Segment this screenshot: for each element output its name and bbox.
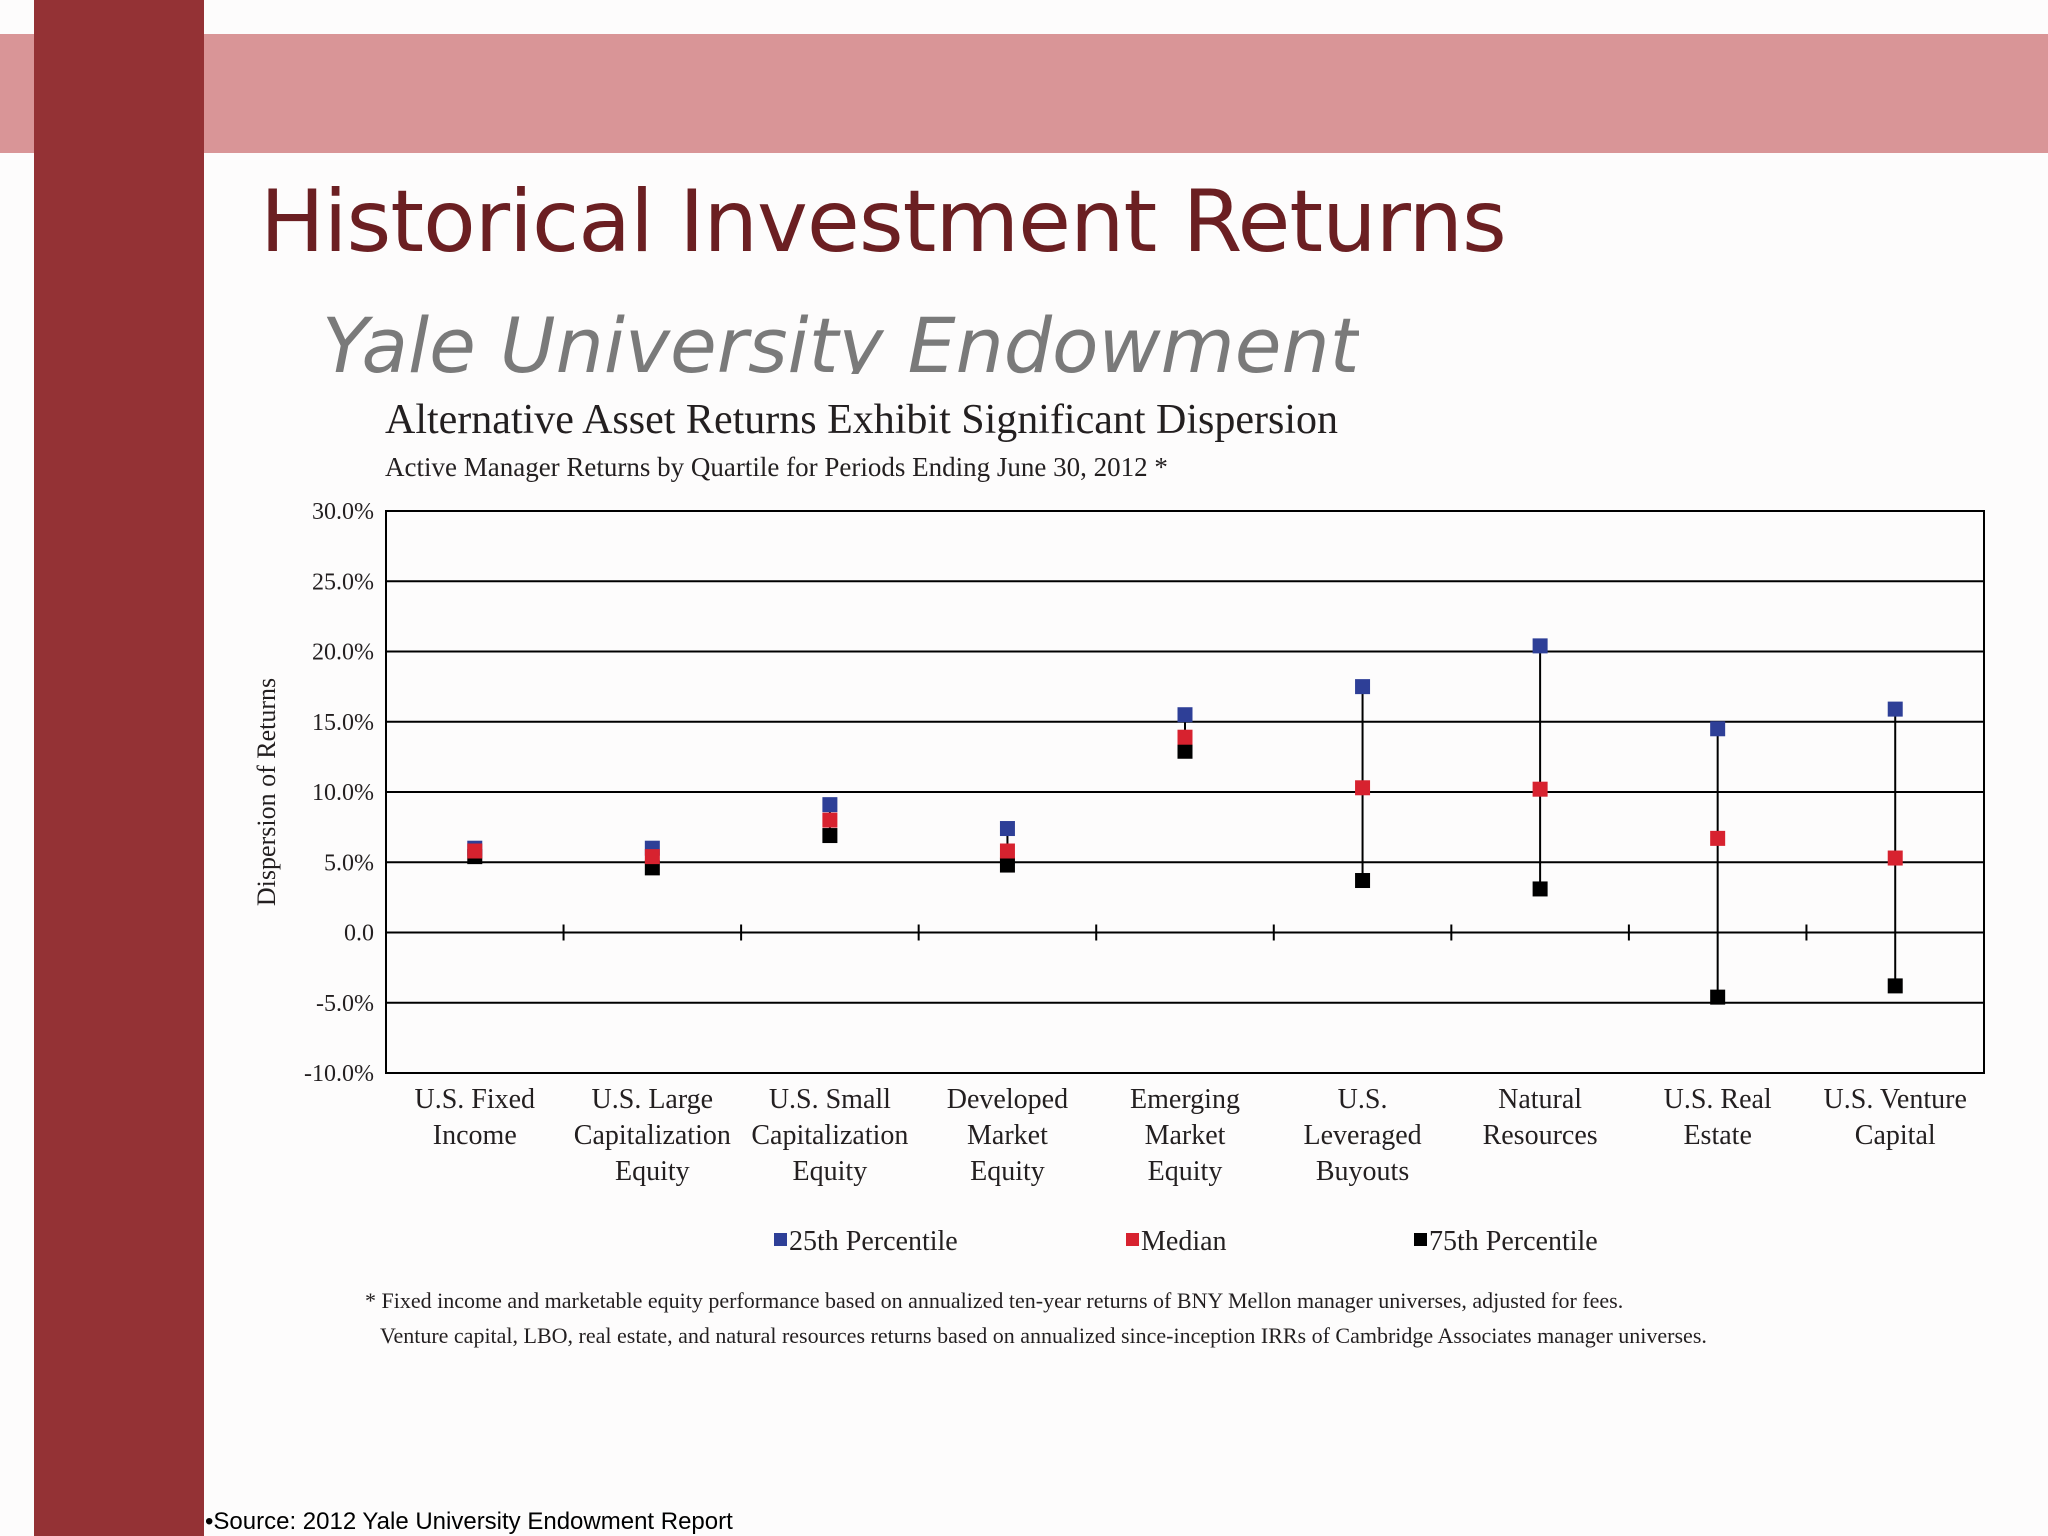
median-marker bbox=[1710, 830, 1726, 846]
75th-percentile-marker bbox=[1710, 989, 1726, 1005]
median-marker bbox=[1887, 850, 1903, 866]
slide-subtitle: Yale University Endowment bbox=[322, 301, 1360, 374]
y-tick-label: 25.0% bbox=[312, 569, 374, 595]
chart-title: Alternative Asset Returns Exhibit Signif… bbox=[385, 397, 1339, 443]
legend-label: Median bbox=[1141, 1226, 1227, 1257]
footnote-line-1: * Fixed income and marketable equity per… bbox=[365, 1288, 1624, 1313]
y-tick-label: -10.0% bbox=[304, 1061, 374, 1087]
median-marker bbox=[999, 843, 1015, 859]
category-label: U.S. Small bbox=[769, 1084, 891, 1115]
25th-percentile-marker bbox=[1887, 701, 1903, 717]
category-label: Capitalization bbox=[751, 1120, 908, 1151]
25th-percentile-marker bbox=[822, 797, 838, 813]
category-label: Income bbox=[433, 1120, 517, 1151]
y-axis-label: Dispersion of Returns bbox=[252, 678, 281, 906]
legend-swatch bbox=[1126, 1233, 1139, 1246]
category-label: Buyouts bbox=[1316, 1156, 1409, 1187]
y-tick-label: 20.0% bbox=[312, 640, 374, 666]
y-tick-label: 5.0% bbox=[324, 850, 374, 876]
y-tick-label: 30.0% bbox=[312, 499, 374, 525]
median-marker bbox=[1177, 729, 1193, 745]
category-label: Market bbox=[1145, 1120, 1226, 1151]
category-label: Emerging bbox=[1130, 1084, 1240, 1115]
y-tick-label: -5.0% bbox=[316, 991, 374, 1017]
left-accent-bar bbox=[34, 0, 204, 1536]
y-tick-label: 10.0% bbox=[312, 780, 374, 806]
legend-label: 75th Percentile bbox=[1429, 1226, 1598, 1257]
median-marker bbox=[644, 849, 660, 865]
legend-label: 25th Percentile bbox=[789, 1226, 958, 1257]
source-note: •Source: 2012 Yale University Endowment … bbox=[205, 1508, 733, 1535]
75th-percentile-marker bbox=[822, 828, 838, 844]
category-label: Natural bbox=[1498, 1084, 1582, 1115]
category-label: Capitalization bbox=[574, 1120, 731, 1151]
median-marker bbox=[822, 812, 838, 828]
category-label: Equity bbox=[793, 1156, 868, 1187]
category-label: U.S. Large bbox=[592, 1084, 714, 1115]
25th-percentile-marker bbox=[1710, 721, 1726, 737]
category-label: U.S. Real bbox=[1664, 1084, 1772, 1115]
median-marker bbox=[467, 843, 483, 859]
category-label: Market bbox=[967, 1120, 1048, 1151]
footnote-line-2: Venture capital, LBO, real estate, and n… bbox=[380, 1323, 1707, 1348]
category-label: U.S. bbox=[1338, 1084, 1388, 1115]
category-label: U.S. Venture bbox=[1824, 1084, 1967, 1115]
median-marker bbox=[1532, 781, 1548, 797]
category-label: Equity bbox=[1148, 1156, 1223, 1187]
category-label: Capital bbox=[1855, 1120, 1936, 1151]
header-band bbox=[0, 34, 2048, 153]
median-marker bbox=[1355, 780, 1371, 796]
75th-percentile-marker bbox=[1532, 881, 1548, 897]
75th-percentile-marker bbox=[1177, 743, 1193, 759]
25th-percentile-marker bbox=[1532, 638, 1548, 654]
75th-percentile-marker bbox=[1355, 873, 1371, 889]
25th-percentile-marker bbox=[999, 821, 1015, 837]
category-label: Leveraged bbox=[1303, 1120, 1421, 1151]
legend-swatch bbox=[774, 1233, 787, 1246]
25th-percentile-marker bbox=[1355, 679, 1371, 695]
25th-percentile-marker bbox=[1177, 707, 1193, 723]
category-label: Equity bbox=[970, 1156, 1045, 1187]
category-label: U.S. Fixed bbox=[414, 1084, 535, 1115]
75th-percentile-marker bbox=[999, 857, 1015, 873]
legend-swatch bbox=[1414, 1233, 1427, 1246]
y-tick-label: 15.0% bbox=[312, 710, 374, 736]
category-label: Estate bbox=[1683, 1120, 1751, 1151]
category-label: Equity bbox=[615, 1156, 690, 1187]
category-label: Developed bbox=[947, 1084, 1068, 1115]
chart-subtitle: Active Manager Returns by Quartile for P… bbox=[385, 452, 1168, 482]
y-tick-label: 0.0 bbox=[344, 921, 374, 947]
75th-percentile-marker bbox=[1887, 978, 1903, 994]
category-label: Resources bbox=[1483, 1120, 1598, 1151]
slide-title: Historical Investment Returns bbox=[260, 172, 1507, 272]
